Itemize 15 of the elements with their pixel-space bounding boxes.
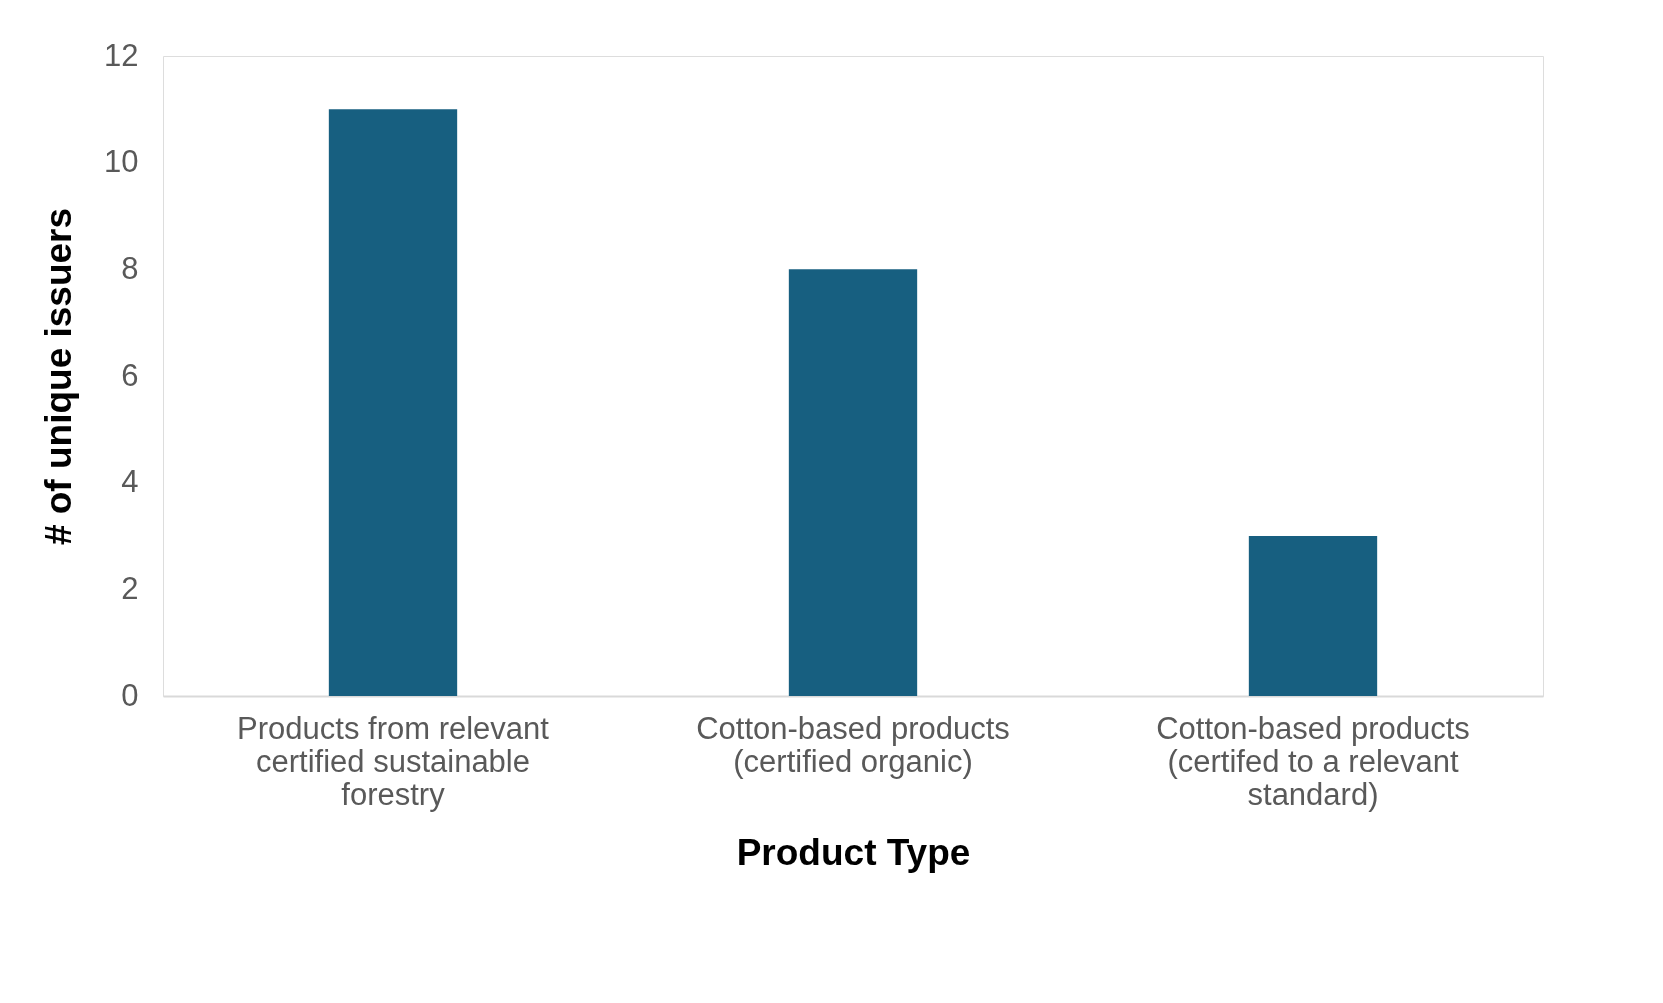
x-tick-label: Products from relevant certified sustainable forestry (237, 710, 550, 812)
y-tick-label: 8 (121, 250, 139, 286)
x-axis-title: Product Type (736, 831, 971, 873)
y-tick-label: 10 (104, 144, 139, 180)
y-tick-label: 0 (121, 677, 139, 713)
y-tick-label: 2 (121, 570, 139, 606)
y-tick-label: 6 (121, 357, 139, 393)
x-tick-label: Cotton-based products (certified organic) (696, 710, 1010, 779)
y-tick-label: 4 (121, 464, 139, 500)
y-tick-label: 12 (104, 37, 139, 73)
bar (788, 269, 918, 696)
y-axis-title: # of unique issuers (38, 207, 80, 546)
x-tick-label: Cotton-based products (certifed to a relevant standard) (1156, 710, 1470, 812)
bar (328, 109, 458, 696)
bar (1248, 536, 1378, 696)
